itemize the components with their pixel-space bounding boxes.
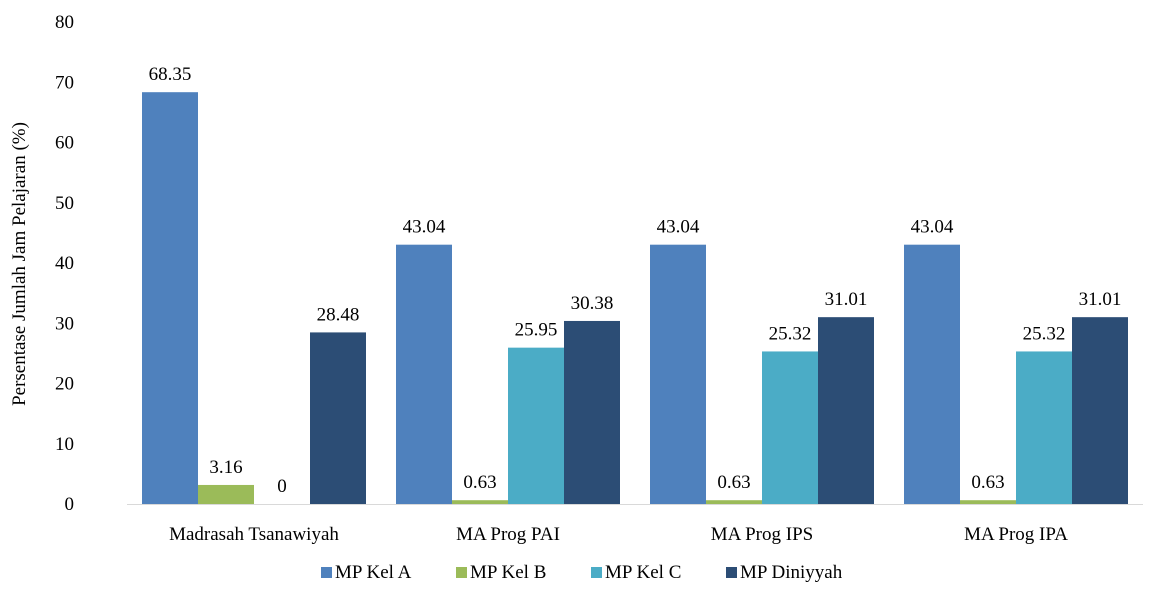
y-tick-label: 60 (55, 133, 74, 154)
data-label: 28.48 (317, 304, 360, 325)
legend-label: MP Kel B (470, 562, 546, 583)
bar-mp-kel-a (650, 244, 706, 504)
y-tick-label: 80 (55, 12, 74, 33)
x-category-label: Madrasah Tsanawiyah (169, 524, 339, 545)
data-label: 43.04 (911, 217, 954, 238)
data-label: 30.38 (571, 293, 614, 314)
bar-mp-kel-b (452, 500, 508, 504)
legend-swatch-mp-kel-c (591, 567, 602, 578)
bar-mp-diniyyah (564, 320, 620, 504)
data-label: 0.63 (717, 472, 750, 493)
bar-mp-kel-a (904, 244, 960, 504)
data-label: 31.01 (1079, 289, 1122, 310)
bar-mp-kel-b (706, 500, 762, 504)
x-category-label: MA Prog IPA (964, 524, 1068, 545)
bar-mp-kel-a (396, 244, 452, 504)
bar-mp-diniyyah (1072, 317, 1128, 504)
data-label: 68.35 (149, 64, 192, 85)
y-tick-label: 40 (55, 253, 74, 274)
y-tick-label: 20 (55, 374, 74, 395)
data-label: 25.32 (1023, 323, 1066, 344)
y-tick-label: 30 (55, 313, 74, 334)
bar-mp-diniyyah (310, 332, 366, 504)
data-label: 0 (277, 476, 287, 497)
bar-mp-kel-a (142, 92, 198, 504)
bar-mp-kel-b (960, 500, 1016, 504)
data-label: 0.63 (463, 472, 496, 493)
data-label: 0.63 (971, 472, 1004, 493)
data-label: 31.01 (825, 289, 868, 310)
x-category-label: MA Prog PAI (456, 524, 560, 545)
y-tick-label: 50 (55, 193, 74, 214)
legend-swatch-mp-kel-a (321, 567, 332, 578)
y-tick-label: 70 (55, 72, 74, 93)
legend-label: MP Kel C (605, 562, 681, 583)
data-label: 25.32 (769, 323, 812, 344)
legend-label: MP Diniyyah (740, 562, 843, 583)
bar-mp-diniyyah (818, 317, 874, 504)
data-label: 25.95 (515, 320, 558, 341)
y-tick-label: 0 (65, 494, 75, 515)
x-category-label: MA Prog IPS (711, 524, 813, 545)
legend-swatch-mp-kel-b (456, 567, 467, 578)
bar-mp-kel-b (198, 484, 254, 504)
legend-label: MP Kel A (335, 562, 412, 583)
legend-swatch-mp-diniyyah (726, 567, 737, 578)
data-label: 43.04 (657, 217, 700, 238)
data-label: 3.16 (209, 457, 242, 478)
bar-mp-kel-c (508, 347, 564, 504)
bar-mp-kel-c (762, 351, 818, 504)
y-axis-label: Persentase Jumlah Jam Pelajaran (%) (9, 122, 30, 406)
data-label: 43.04 (403, 217, 446, 238)
bar-mp-kel-c (1016, 351, 1072, 504)
y-tick-label: 10 (55, 434, 74, 455)
